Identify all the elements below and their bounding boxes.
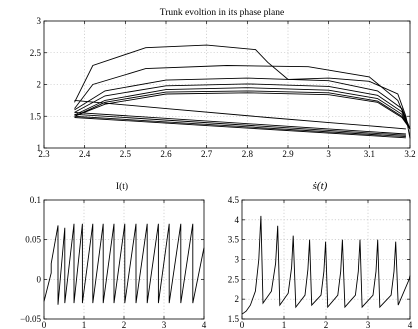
- phase-series-0: [74, 44, 411, 139]
- speed-series-0: [241, 215, 411, 315]
- phase-xtick-label: 2.9: [282, 149, 294, 159]
- phase-xtick-label: 2.8: [242, 149, 254, 159]
- current-ytick-label: 0.1: [30, 195, 41, 205]
- phase-xtick-label: 2.3: [38, 149, 50, 159]
- speed-xtick-label: 3: [366, 320, 371, 329]
- current-ytick-label: 0: [37, 274, 42, 284]
- phase-xtick-label: 3: [326, 149, 331, 159]
- speed-xtick-label: 4: [408, 320, 413, 329]
- phase-series-1: [74, 65, 411, 130]
- speed-xtick-label: 1: [282, 320, 287, 329]
- current-title: I(t): [116, 181, 128, 192]
- phase-series-8: [74, 111, 406, 135]
- phase-series-5: [74, 90, 411, 130]
- current-xtick-label: 1: [82, 320, 87, 329]
- current-xtick-label: 4: [202, 320, 207, 329]
- speed-ytick-label: 3: [235, 255, 240, 265]
- current-xtick-label: 0: [42, 320, 47, 329]
- phase-ytick-label: 1.5: [30, 111, 42, 121]
- speed-ytick-label: 2.5: [228, 274, 240, 284]
- phase-ytick-label: 2.5: [30, 48, 42, 58]
- current-ytick-label: 0.05: [25, 235, 41, 245]
- phase-xtick-label: 3.1: [364, 149, 375, 159]
- speed-axes: ṡ(t) 0 1 2 3 4 1.5 2 2.5 3 3.5 4 4.5: [228, 180, 413, 329]
- speed-ytick-label: 3.5: [228, 235, 240, 245]
- speed-ytick-label: 1.5: [228, 314, 240, 324]
- current-xtick-label: 2: [122, 320, 127, 329]
- phase-series-7: [74, 99, 406, 130]
- phase-series-3: [74, 83, 411, 130]
- phase-plane-title: Trunk evoltion in its phase plane: [160, 8, 284, 18]
- phase-xtick-label: 2.6: [160, 149, 172, 159]
- phase-series-6: [74, 92, 411, 130]
- phase-series-4: [74, 87, 411, 130]
- speed-ytick-label: 4.5: [228, 195, 240, 205]
- phase-xtick-label: 2.4: [79, 149, 91, 159]
- phase-ytick-label: 2: [37, 80, 42, 90]
- phase-ytick-label: 3: [37, 16, 42, 26]
- phase-series-11: [74, 117, 406, 139]
- current-frame: [43, 199, 205, 320]
- speed-title: ṡ(t): [313, 180, 328, 192]
- phase-plane-axes: Trunk evoltion in its phase plane 2.3 2.4…: [30, 8, 416, 159]
- speed-ytick-label: 2: [235, 294, 240, 304]
- speed-xtick-label: 0: [240, 320, 245, 329]
- phase-series-2: [74, 77, 411, 130]
- current-xtick-label: 3: [162, 320, 167, 329]
- current-series-0: [43, 223, 205, 305]
- current-ytick-label: −0.05: [20, 314, 41, 324]
- phase-xtick-label: 2.5: [120, 149, 132, 159]
- phase-xtick-label: 2.7: [201, 149, 213, 159]
- phase-series-10: [74, 115, 406, 138]
- speed-ytick-label: 4: [235, 215, 240, 225]
- speed-xtick-label: 2: [324, 320, 329, 329]
- phase-xtick-label: 3.2: [404, 149, 415, 159]
- phase-ytick-label: 1: [37, 143, 42, 153]
- phase-series-9: [74, 113, 406, 136]
